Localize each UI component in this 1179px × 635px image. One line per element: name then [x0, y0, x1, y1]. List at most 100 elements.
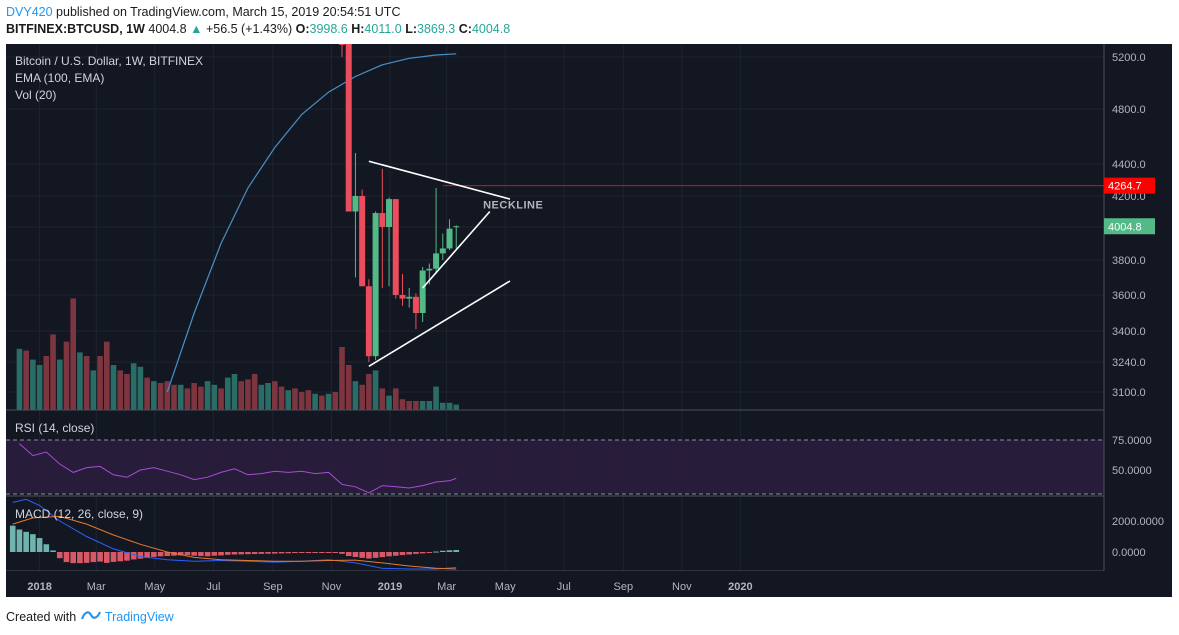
candle-body: [339, 44, 345, 45]
macd-histogram-bar: [245, 552, 251, 555]
volume-bar: [50, 334, 56, 410]
volume-bar: [392, 388, 399, 410]
macd-histogram-bar: [258, 552, 265, 554]
last-price: 4004.8: [148, 22, 187, 36]
candle-body: [392, 199, 399, 295]
time-tick-label: Sep: [263, 581, 283, 593]
candle-body: [426, 268, 433, 271]
volume-bar: [312, 393, 318, 410]
macd-histogram-bar: [50, 550, 56, 552]
ohlc-line: BITFINEX:BTCUSD, 1W 4004.8 ▲ +56.5 (+1.4…: [6, 22, 510, 36]
rsi-line: [19, 443, 457, 494]
macd-histogram-bar: [110, 552, 117, 562]
macd-histogram-bar: [97, 552, 103, 562]
macd-histogram-bar: [171, 552, 177, 556]
macd-histogram-bar: [446, 550, 453, 552]
macd-histogram-bar: [151, 552, 157, 557]
time-tick-label: 2020: [728, 581, 752, 593]
macd-histogram-bar: [124, 552, 130, 561]
volume-bar: [366, 374, 372, 410]
macd-histogram-bar: [278, 552, 285, 554]
volume-bar: [56, 359, 63, 410]
volume-bar: [23, 350, 29, 410]
macd-histogram-bar: [56, 552, 63, 559]
volume-bar: [379, 388, 386, 410]
volume-bar: [285, 390, 292, 410]
time-tick-label: May: [495, 581, 516, 593]
candle-body: [433, 253, 440, 269]
volume-bar: [157, 383, 164, 410]
volume-bar: [124, 374, 130, 410]
macd-histogram-bar: [137, 552, 144, 559]
volume-bar: [90, 370, 97, 410]
macd-histogram-bar: [157, 552, 164, 557]
price-tick-label: 3800.0: [1112, 255, 1146, 267]
macd-histogram-bar: [319, 552, 325, 553]
high-value: 4011.0: [364, 22, 402, 36]
volume-bar: [110, 365, 117, 410]
volume-bar: [325, 393, 332, 410]
macd-histogram-bar: [36, 538, 43, 552]
time-tick-label: 2019: [378, 581, 402, 593]
candle-body: [386, 199, 393, 227]
volume-bar: [406, 401, 412, 410]
close-value: 4004.8: [471, 22, 511, 36]
legend-macd: MACD (12, 26, close, 9): [15, 507, 143, 521]
volume-bar: [130, 363, 137, 410]
macd-histogram-bar: [352, 552, 359, 557]
macd-histogram-bar: [406, 552, 412, 555]
macd-histogram-bar: [372, 552, 379, 558]
volume-bar: [70, 298, 76, 410]
macd-histogram-bar: [305, 552, 312, 553]
candle-body: [352, 196, 359, 212]
macd-histogram-bar: [312, 552, 318, 553]
ema-line: [166, 53, 457, 393]
volume-bar: [77, 352, 83, 410]
volume-bar: [211, 384, 218, 410]
macd-histogram-bar: [218, 552, 224, 556]
price-tick-label: 4800.0: [1112, 104, 1146, 116]
macd-histogram-bar: [43, 544, 50, 552]
macd-histogram-bar: [23, 531, 29, 552]
time-tick-label: Nov: [672, 581, 692, 593]
last-price-tag: [1104, 218, 1155, 235]
rsi-band: [6, 440, 1104, 494]
macd-histogram-bar: [386, 552, 392, 557]
volume-bar: [164, 381, 171, 410]
low-value: 3869.3: [417, 22, 456, 36]
time-tick-label: Sep: [613, 581, 633, 593]
chart-legend: Bitcoin / U.S. Dollar, 1W, BITFINEX EMA …: [15, 54, 203, 521]
volume-bar: [426, 401, 433, 410]
tradingview-brand[interactable]: TradingView: [104, 610, 174, 624]
time-tick-label: Mar: [437, 581, 456, 593]
volume-bar: [292, 388, 298, 410]
volume-bar: [218, 388, 224, 410]
candle-body: [412, 296, 419, 313]
legend-ema: EMA (100, EMA): [15, 71, 104, 85]
volume-bar: [305, 390, 312, 410]
macd-signal-line: [12, 515, 457, 570]
price-tick-label: 5200.0: [1112, 52, 1146, 64]
low-label: L:: [405, 22, 418, 36]
volume-bar: [224, 377, 231, 410]
macd-histogram-bar: [292, 552, 298, 554]
volume-bar: [372, 370, 379, 410]
macd-histogram-bar: [392, 552, 399, 556]
macd-histogram-bar: [272, 552, 278, 554]
tradingview-logo-icon[interactable]: [80, 610, 105, 624]
macd-histogram-bar: [70, 552, 76, 564]
last-price-tag-text: 4004.8: [1108, 221, 1142, 233]
volume-bar: [16, 348, 23, 410]
volume-bar: [30, 359, 36, 410]
author-link[interactable]: DVY420: [6, 5, 53, 19]
volume-bar: [63, 341, 70, 410]
time-tick-label: Nov: [322, 581, 342, 593]
volume-bar: [238, 381, 244, 410]
volume-bar: [43, 356, 50, 410]
volume-bar: [419, 401, 426, 410]
volume-bar: [433, 386, 439, 410]
candle-body: [379, 213, 386, 227]
macd-histogram-bar: [419, 552, 426, 554]
macd-tick-label: 2000.0000: [1112, 516, 1164, 528]
